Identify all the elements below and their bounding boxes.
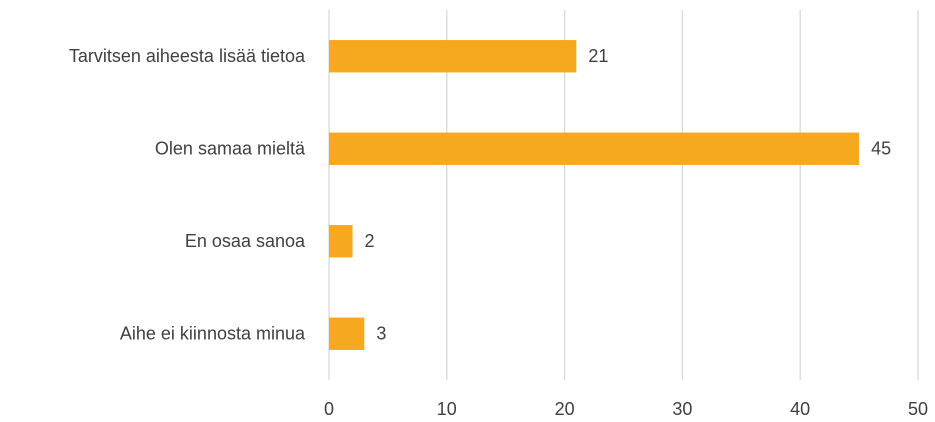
- x-tick-label: 0: [324, 399, 334, 419]
- bar: [329, 225, 353, 258]
- bar: [329, 132, 860, 165]
- bar: [329, 40, 577, 73]
- x-tick-label: 30: [672, 399, 692, 419]
- x-tick-label: 40: [790, 399, 810, 419]
- data-label: 21: [588, 46, 608, 66]
- y-tick-label: Olen samaa mieltä: [155, 139, 306, 159]
- data-label: 45: [871, 139, 891, 159]
- x-tick-label: 20: [555, 399, 575, 419]
- x-tick-label: 10: [437, 399, 457, 419]
- data-label: 2: [365, 231, 375, 251]
- y-tick-label: Tarvitsen aiheesta lisää tietoa: [69, 46, 306, 66]
- y-tick-label: Aihe ei kiinnosta minua: [120, 324, 306, 344]
- y-tick-label: En osaa sanoa: [185, 231, 306, 251]
- data-label: 3: [376, 324, 386, 344]
- bar: [329, 317, 365, 350]
- x-tick-label: 50: [908, 399, 928, 419]
